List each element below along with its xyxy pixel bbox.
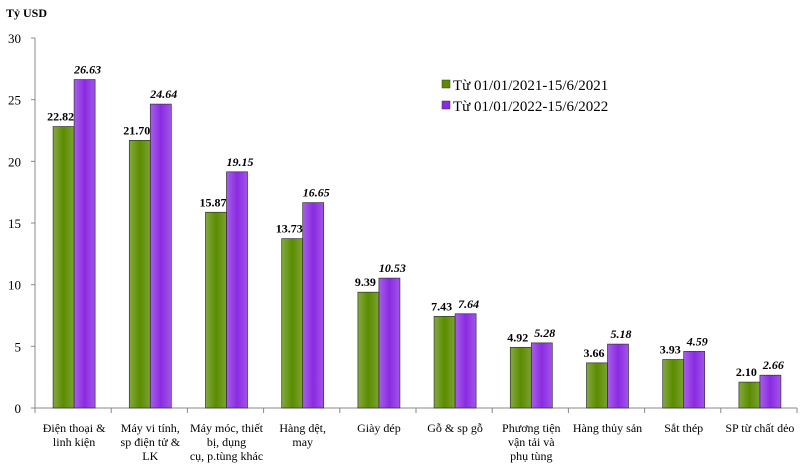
data-label: 22.82 (47, 110, 74, 124)
x-tick-label: phụ tùng (510, 449, 552, 463)
x-tick-label: sp điện tử & (121, 435, 181, 449)
legend-swatch (441, 100, 451, 110)
data-label: 15.87 (200, 195, 227, 209)
x-tick-label: Sắt thép (664, 421, 703, 435)
y-tick-label: 30 (8, 31, 21, 46)
bar-2021 (281, 238, 304, 409)
x-tick-label: SP từ chất dẻo (725, 421, 794, 435)
bar-2021 (357, 291, 380, 409)
y-tick-label: 0 (15, 401, 22, 416)
bar-2021 (52, 126, 75, 409)
bar-2022 (607, 343, 629, 409)
data-label: 4.59 (686, 334, 708, 348)
x-tick-label: Máy vi tính, (121, 421, 180, 435)
bar-2021 (586, 362, 608, 409)
x-tick-label: vận tải và (508, 435, 555, 449)
x-tick-label: Gỗ & sp gỗ (427, 421, 483, 435)
data-label: 2.66 (762, 358, 784, 372)
x-tick-label: Hàng dệt, (279, 421, 326, 435)
bar-2021 (509, 346, 532, 409)
x-tick-label: Giày dép (357, 421, 401, 435)
data-label: 5.28 (534, 326, 555, 340)
y-tick-label: 10 (8, 278, 21, 293)
data-label: 7.43 (431, 299, 452, 313)
data-label: 10.53 (379, 261, 406, 275)
x-tick-label: Phương tiện (502, 421, 561, 435)
data-label: 5.18 (611, 327, 632, 341)
data-label: 13.73 (276, 222, 303, 236)
x-tick-label: Điện thoại & (43, 421, 106, 435)
x-tick-label: LK (142, 449, 158, 463)
data-label: 24.64 (149, 87, 177, 101)
data-label: 4.92 (507, 330, 528, 344)
legend-label: Từ 01/01/2022-15/6/2022 (453, 99, 608, 115)
data-label: 7.64 (458, 297, 479, 311)
x-tick-label: Hàng thủy sản (573, 421, 642, 435)
y-tick-label: 5 (15, 339, 22, 354)
bar-2022 (378, 277, 401, 409)
bar-2021 (433, 316, 456, 409)
bar-2022 (454, 313, 477, 409)
bar-2022 (73, 79, 96, 409)
bar-2022 (530, 342, 553, 409)
x-tick-label: Máy móc, thiết (190, 421, 264, 435)
data-label: 26.63 (73, 63, 101, 77)
bar-2022 (302, 202, 325, 409)
data-label: 21.70 (123, 123, 150, 137)
x-tick-label: bị, dụng (207, 435, 246, 449)
x-tick-label: may (292, 435, 313, 449)
data-label: 3.93 (660, 343, 681, 357)
data-label: 19.15 (227, 155, 254, 169)
data-label: 16.65 (303, 186, 330, 200)
bar-2022 (759, 374, 782, 409)
y-tick-label: 20 (8, 154, 21, 169)
bar-2021 (662, 359, 685, 409)
bar-2021 (738, 381, 761, 409)
bar-2022 (226, 171, 248, 409)
y-axis-label: Tỷ USD (6, 6, 47, 20)
y-tick-label: 25 (8, 93, 21, 108)
bar-2022 (683, 351, 706, 409)
x-tick-label: cụ, p.tùng khác (190, 449, 263, 463)
bar-2021 (205, 211, 227, 409)
legend-label: Từ 01/01/2021-15/6/2021 (453, 78, 608, 94)
data-label: 9.39 (355, 275, 376, 289)
y-tick-label: 15 (8, 216, 21, 231)
bar-2021 (128, 140, 151, 409)
x-tick-label: linh kiện (53, 435, 95, 449)
legend-swatch (441, 79, 451, 89)
data-label: 3.66 (584, 346, 605, 360)
data-label: 2.10 (736, 365, 757, 379)
bar-2022 (149, 103, 172, 409)
